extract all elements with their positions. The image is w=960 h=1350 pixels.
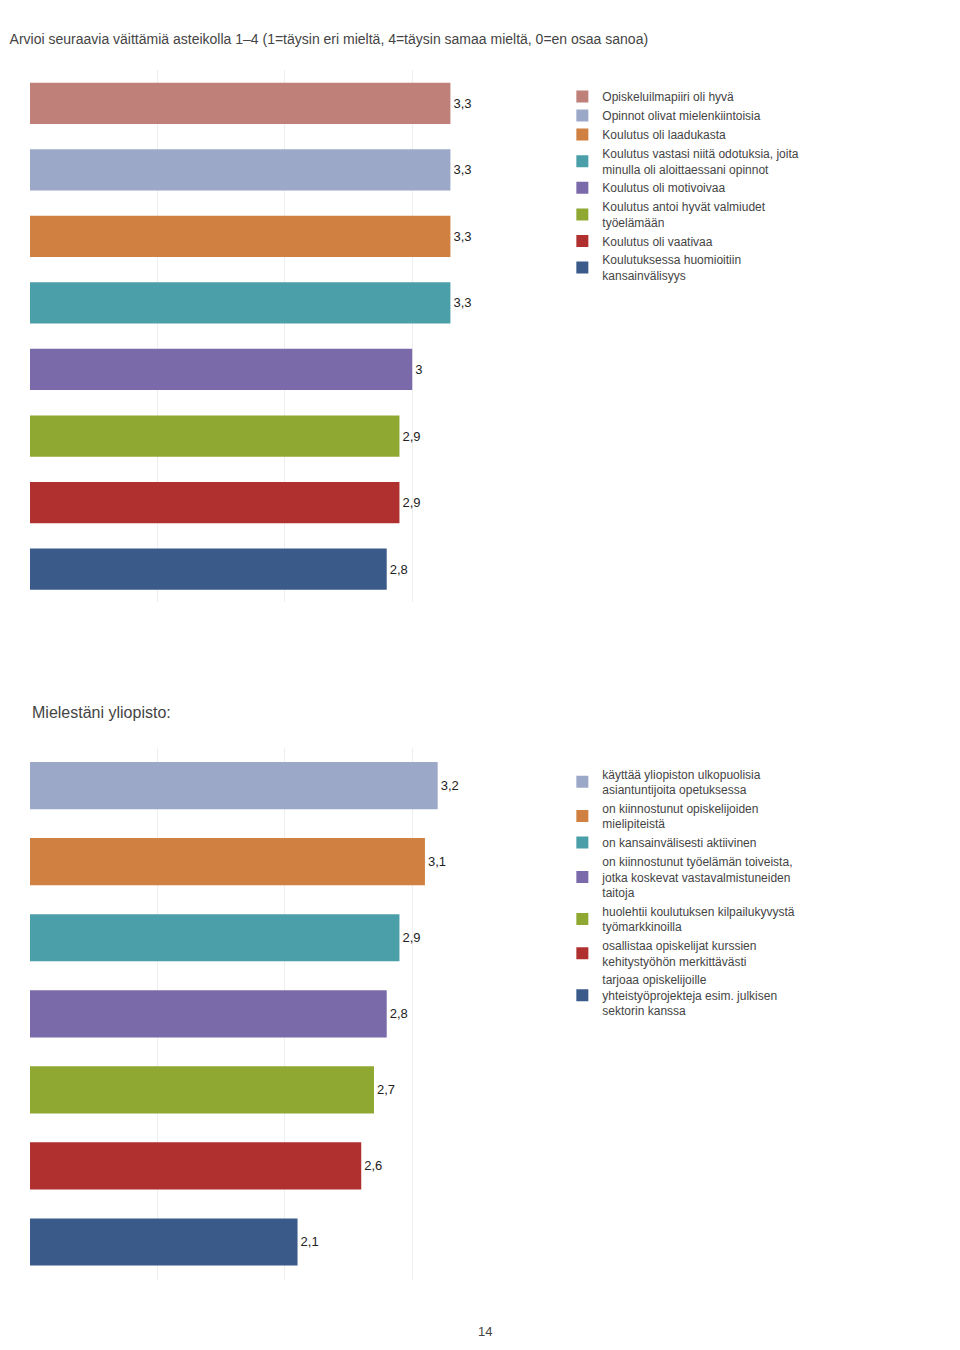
svg-text:2,7: 2,7 [377, 1082, 395, 1097]
svg-text:Opiskeluilmapiiri oli hyvä: Opiskeluilmapiiri oli hyvä [602, 90, 734, 104]
svg-text:tarjoaa opiskelijoilleyhteisty: tarjoaa opiskelijoilleyhteistyöprojektej… [602, 973, 777, 1018]
svg-text:3,3: 3,3 [453, 162, 471, 177]
svg-text:3,3: 3,3 [453, 295, 471, 310]
svg-text:Koulutus vastasi niitä odotuks: Koulutus vastasi niitä odotuksia, joitam… [602, 147, 798, 177]
svg-text:Koulutus oli vaativaa: Koulutus oli vaativaa [602, 235, 712, 249]
svg-text:2,8: 2,8 [390, 562, 408, 577]
svg-text:Mielestäni yliopisto:: Mielestäni yliopisto: [32, 704, 171, 721]
svg-text:käyttää yliopiston ulkopuolisi: käyttää yliopiston ulkopuolisiaasiantunt… [602, 768, 760, 798]
svg-text:2,9: 2,9 [402, 930, 420, 945]
svg-text:on kansainvälisesti aktiivinen: on kansainvälisesti aktiivinen [602, 836, 756, 850]
svg-text:14: 14 [478, 1324, 492, 1339]
svg-text:3,1: 3,1 [428, 854, 446, 869]
svg-text:3,3: 3,3 [453, 229, 471, 244]
svg-text:Koulutus antoi hyvät valmiudet: Koulutus antoi hyvät valmiudettyöelämään [602, 200, 765, 230]
svg-text:Koulutus oli laadukasta: Koulutus oli laadukasta [602, 128, 726, 142]
svg-text:3: 3 [415, 362, 422, 377]
svg-text:2,9: 2,9 [402, 495, 420, 510]
svg-text:3,2: 3,2 [441, 778, 459, 793]
svg-text:Arvioi seuraavia väittämiä ast: Arvioi seuraavia väittämiä asteikolla 1–… [10, 31, 649, 47]
svg-text:2,8: 2,8 [390, 1006, 408, 1021]
svg-text:Koulutuksessa huomioitiinkansa: Koulutuksessa huomioitiinkansainvälisyys [602, 253, 741, 283]
svg-text:huolehtii koulutuksen kilpailu: huolehtii koulutuksen kilpailukyvystätyö… [602, 905, 794, 935]
svg-text:osallistaa opiskelijat kurssie: osallistaa opiskelijat kurssienkehitysty… [602, 939, 756, 969]
svg-text:2,6: 2,6 [364, 1158, 382, 1173]
svg-text:2,1: 2,1 [301, 1234, 319, 1249]
svg-text:2,9: 2,9 [402, 429, 420, 444]
svg-text:Koulutus oli motivoivaa: Koulutus oli motivoivaa [602, 181, 725, 195]
svg-text:on kiinnostunut työelämän toiv: on kiinnostunut työelämän toiveista,jotk… [601, 855, 792, 900]
svg-text:on kiinnostunut opiskelijoiden: on kiinnostunut opiskelijoidenmielipitei… [602, 802, 758, 832]
svg-text:3,3: 3,3 [453, 96, 471, 111]
svg-text:Opinnot olivat mielenkiintoisi: Opinnot olivat mielenkiintoisia [602, 109, 760, 123]
